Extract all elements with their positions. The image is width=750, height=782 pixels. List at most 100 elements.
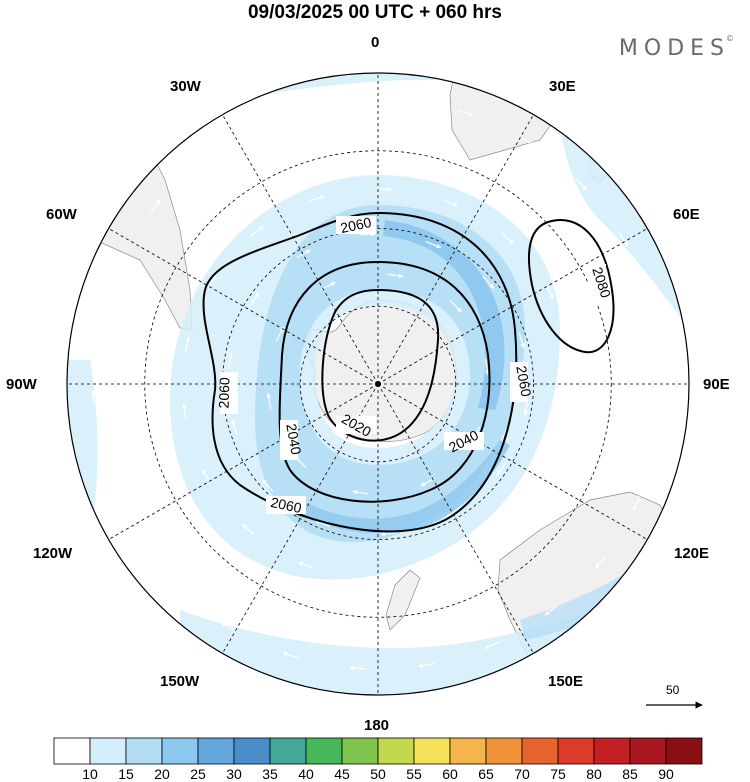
wind-vector (231, 419, 238, 436)
lon-label-30w: 30W (170, 78, 201, 95)
wind-vector (575, 178, 588, 191)
meridian-line (222, 383, 379, 654)
colorbar-label: 75 (550, 766, 566, 782)
wind-vector (320, 281, 336, 291)
wind-vector (349, 665, 366, 671)
wind-vector (425, 241, 442, 249)
lon-label-120w: 120W (33, 545, 73, 562)
lon-label-90e: 90E (703, 376, 730, 393)
wind-vector (282, 651, 299, 659)
colorbar-swatch (305, 737, 343, 765)
colorbar (53, 737, 703, 765)
colorbar-swatch (377, 737, 415, 765)
wind-vector (482, 276, 495, 289)
wind-vector (150, 199, 161, 213)
wind-vector (309, 195, 325, 202)
wind-vector (565, 415, 572, 432)
wind-vector (501, 232, 515, 245)
colorbar-label: 60 (442, 766, 458, 782)
wind-vector (418, 662, 435, 668)
wind-vector (249, 292, 260, 306)
latitude-circle-1 (299, 305, 457, 463)
lon-label-60w: 60W (46, 206, 77, 223)
wind-vector (227, 352, 233, 370)
wind-vector (127, 521, 138, 537)
colorbar-swatch (125, 737, 163, 765)
colorbar-swatch (629, 737, 667, 765)
colorbar-swatch (521, 737, 559, 765)
map-boundary (66, 72, 690, 696)
wind-vector (90, 389, 96, 407)
reference-vector-label: 50 (666, 683, 680, 697)
brand-name: MODES (618, 36, 730, 61)
colorbar-label: 55 (406, 766, 422, 782)
colorbar-label: 20 (154, 766, 170, 782)
colorbar-swatch (413, 737, 451, 765)
jet-core-south (295, 440, 510, 534)
outer-jet-west (67, 360, 98, 540)
contour-2080 (528, 219, 615, 354)
colorbar-label: 45 (334, 766, 350, 782)
colorbar-label: 30 (226, 766, 242, 782)
wind-vector (241, 523, 255, 536)
wind-vector (569, 347, 574, 365)
lon-label-0: 0 (371, 34, 380, 51)
colorbar-label: 80 (586, 766, 602, 782)
wind-vector (449, 300, 462, 313)
contour-label-2060-top: 2060 (339, 214, 373, 236)
colorbar-swatch (593, 737, 631, 765)
wind-vector (201, 468, 211, 484)
meridian-line (377, 383, 648, 540)
wind-vector (390, 97, 407, 103)
wind-vector (442, 199, 459, 207)
wind-vector (266, 392, 272, 410)
colorbar-swatch (557, 737, 595, 765)
wind-vector (380, 531, 397, 537)
wind-vector (197, 152, 212, 164)
wind-vector (96, 321, 102, 338)
meridian-line (222, 114, 379, 385)
wind-vector (618, 231, 629, 247)
wind-vector (115, 256, 124, 272)
lon-label-90w: 90W (6, 376, 37, 393)
height-contours (202, 211, 615, 533)
colorbar-label: 40 (298, 766, 314, 782)
contour-label-2040-west: 2040 (283, 422, 304, 456)
colorbar-swatch (665, 737, 703, 765)
wind-vector (492, 531, 506, 543)
lon-label-180: 180 (364, 717, 390, 734)
meridian-line (108, 383, 379, 540)
map-title: 09/03/2025 00 UTC + 060 hrs (247, 2, 503, 23)
wind-vector (484, 358, 490, 376)
colorbar-label: 65 (478, 766, 494, 782)
wind-vector (545, 284, 555, 300)
wind-vector (387, 273, 404, 279)
wind-vector (595, 555, 606, 569)
wind-vector (431, 566, 447, 573)
meridian-line (377, 114, 534, 385)
colorbar-label: 15 (118, 766, 134, 782)
wind-vector (520, 136, 536, 147)
wind-vector (484, 641, 500, 649)
colorbar-swatch (269, 737, 307, 765)
wind-vector (496, 462, 507, 476)
wind-vector (256, 119, 272, 127)
new-zealand-land (385, 569, 421, 631)
wind-vector (184, 336, 191, 353)
graticule (67, 73, 689, 695)
outer-jet-northeast (560, 110, 689, 330)
contour-2060 (202, 211, 518, 533)
copyright-mark: © (726, 34, 734, 43)
wind-vector (420, 477, 436, 487)
contour-label-2060-south: 2060 (269, 494, 303, 516)
wind-vector (518, 332, 525, 349)
colorbar-label: 90 (658, 766, 674, 782)
lon-label-120e: 120E (674, 545, 710, 562)
jet-core (383, 220, 505, 410)
wind-vector (182, 403, 187, 421)
colorbar-swatch (53, 737, 91, 765)
wind-vector (648, 294, 655, 311)
wind-vector (352, 489, 369, 495)
latitude-circle-3 (144, 150, 612, 618)
wind-vector (544, 604, 559, 616)
